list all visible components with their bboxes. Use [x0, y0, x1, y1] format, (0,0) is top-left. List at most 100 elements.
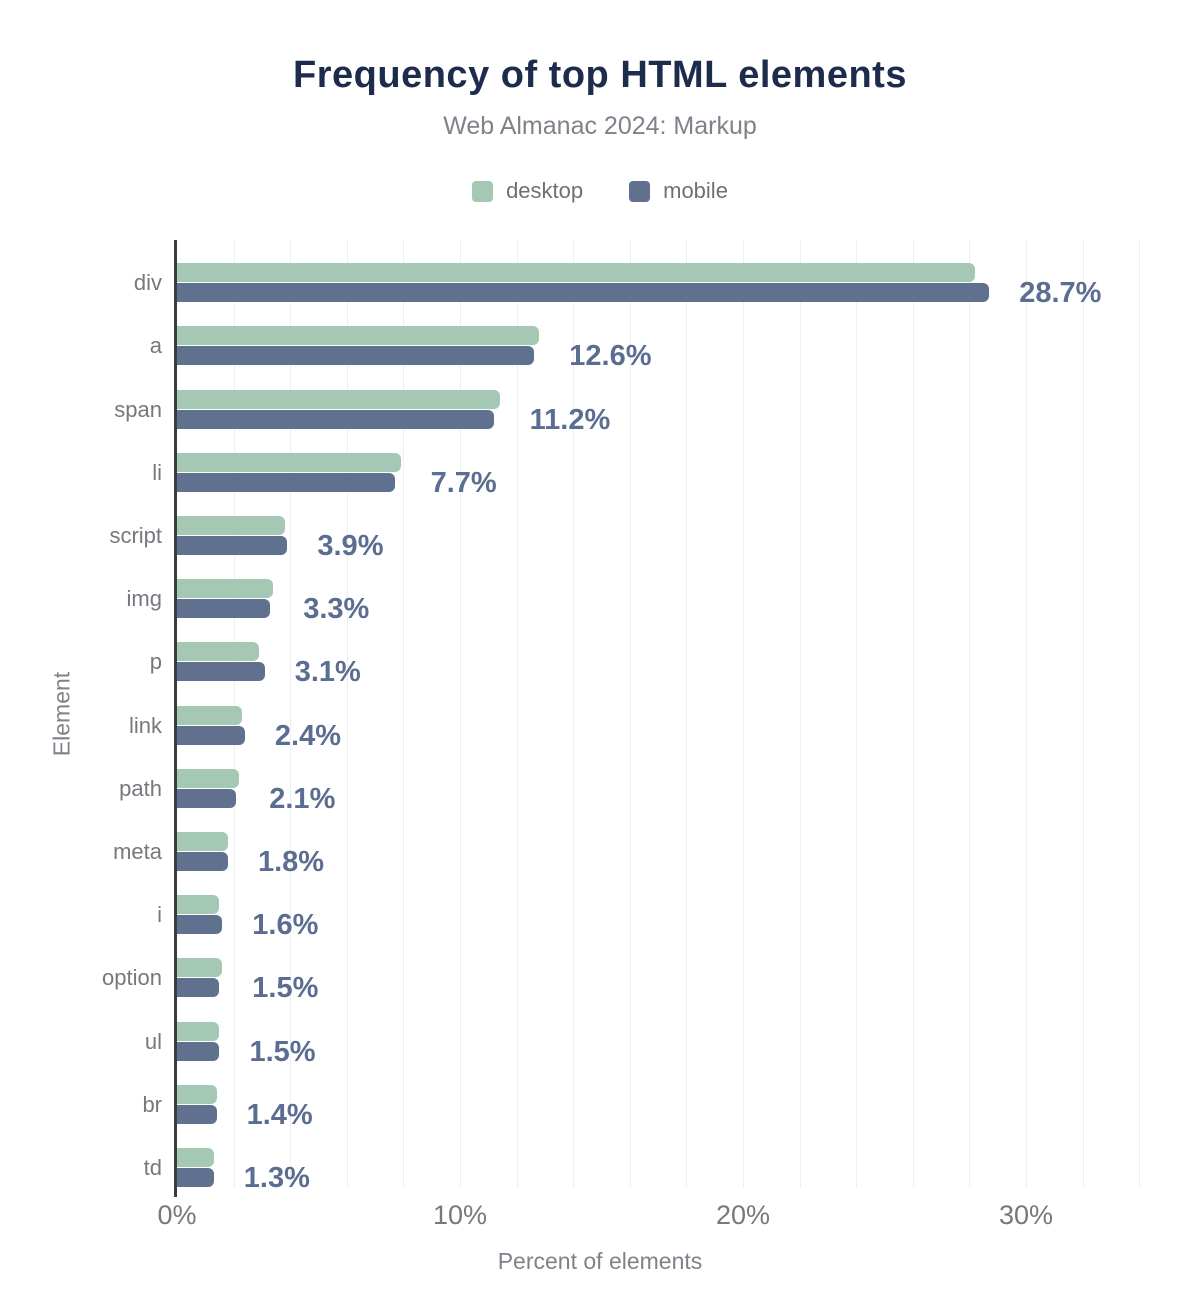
category-label: a: [149, 333, 162, 359]
legend-label-desktop: desktop: [506, 178, 584, 203]
bar-desktop-p[interactable]: [177, 642, 260, 662]
bar-row: option 1.5%: [102, 935, 1180, 1003]
category-label: br: [142, 1091, 162, 1117]
x-axis-title: Percent of elements: [497, 1248, 703, 1274]
bar-mobile-p[interactable]: [177, 662, 265, 682]
bar-mobile-path[interactable]: [177, 788, 237, 808]
bar-desktop-path[interactable]: [177, 768, 240, 788]
category-label: meta: [113, 839, 162, 865]
bar-mobile-link[interactable]: [177, 725, 245, 745]
bar-mobile-a[interactable]: [177, 346, 534, 366]
bar-mobile-ul[interactable]: [177, 1041, 220, 1061]
gridline: [969, 240, 971, 1188]
plot-area: div 28.7% a 12.6% span 11.2% li 7.7% script 3.9% i…: [102, 240, 1180, 1197]
legend: desktop mobile: [0, 178, 1200, 204]
value-label: 3.9%: [317, 530, 384, 563]
bar-desktop-div[interactable]: [177, 263, 976, 283]
value-label: 3.1%: [294, 656, 361, 689]
value-label: 1.8%: [257, 846, 325, 879]
category-label: option: [102, 965, 162, 991]
gridline: [686, 240, 688, 1188]
y-axis-line: [174, 240, 177, 1197]
bar-mobile-i[interactable]: [177, 915, 223, 935]
bar-row: br 1.4%: [142, 1062, 1180, 1129]
category-label: i: [157, 902, 162, 928]
chart-title: Frequency of top HTML elements: [293, 54, 907, 96]
bar-desktop-br[interactable]: [177, 1084, 217, 1104]
legend-item-desktop[interactable]: desktop: [472, 178, 583, 204]
gridline: [1139, 240, 1141, 1188]
legend-label-mobile: mobile: [663, 178, 728, 203]
bar-row: path 2.1%: [119, 746, 1180, 813]
value-label: 12.6%: [569, 340, 652, 373]
legend-swatch-desktop: [472, 180, 494, 202]
bar-desktop-script[interactable]: [177, 516, 285, 536]
bar-rows: div 28.7% a 12.6% span 11.2% li 7.7% script 3.9% i…: [102, 240, 1180, 1193]
category-label: td: [143, 1155, 162, 1181]
bar-row: span 11.2%: [114, 366, 1180, 434]
gridline: [290, 240, 292, 1188]
bar-row: script 3.9%: [109, 493, 1180, 561]
value-label: 3.3%: [303, 593, 370, 626]
bar-mobile-meta[interactable]: [177, 852, 228, 872]
x-tick-label: 0%: [157, 1200, 197, 1230]
gridline: [460, 240, 461, 1188]
bar-desktop-meta[interactable]: [177, 832, 228, 852]
bar-mobile-td[interactable]: [177, 1168, 214, 1188]
bar-desktop-a[interactable]: [177, 326, 540, 346]
category-label: li: [152, 459, 162, 485]
gridline: [912, 240, 914, 1188]
bar-desktop-span[interactable]: [177, 389, 500, 409]
gridline: [856, 240, 858, 1188]
bar-mobile-br[interactable]: [177, 1104, 217, 1124]
y-axis-title: Element: [48, 671, 75, 757]
value-label: 11.2%: [529, 403, 611, 436]
bar-desktop-img[interactable]: [177, 579, 274, 599]
gridline: [1082, 240, 1084, 1188]
category-label: script: [109, 523, 162, 549]
bar-row: p 3.1%: [150, 619, 1180, 687]
bar-row: i 1.6%: [157, 872, 1180, 940]
x-tick-label: 20%: [715, 1200, 771, 1230]
bar-mobile-span[interactable]: [177, 409, 494, 429]
category-label: ul: [144, 1028, 162, 1054]
category-label: span: [114, 396, 162, 422]
category-label: link: [128, 712, 162, 738]
bar-row: li 7.7%: [152, 430, 1180, 497]
x-tick-label: 30%: [999, 1200, 1054, 1230]
bar-desktop-i[interactable]: [177, 895, 220, 915]
bar-desktop-option[interactable]: [177, 958, 223, 978]
x-tick-label: 10%: [432, 1200, 488, 1230]
bar-desktop-link[interactable]: [177, 705, 243, 725]
gridline: [516, 240, 518, 1188]
category-label: path: [119, 775, 162, 801]
category-label: div: [133, 270, 162, 296]
legend-swatch-mobile: [629, 180, 651, 202]
gridline: [1026, 240, 1028, 1188]
x-axis-ticks: 0% 10% 20% 30%: [157, 1200, 1180, 1234]
bar-mobile-li[interactable]: [177, 472, 395, 492]
bar-mobile-option[interactable]: [177, 978, 220, 998]
value-label: 1.3%: [243, 1162, 310, 1195]
value-label: 1.5%: [252, 972, 319, 1005]
legend-item-mobile[interactable]: mobile: [629, 178, 728, 204]
bar-mobile-script[interactable]: [177, 536, 288, 556]
category-label: p: [149, 649, 162, 675]
value-label: 28.7%: [1019, 277, 1102, 310]
bar-mobile-img[interactable]: [177, 599, 271, 619]
gridline: [573, 240, 575, 1188]
bar-desktop-li[interactable]: [177, 452, 401, 472]
bar-row: img 3.3%: [127, 556, 1180, 624]
value-label: 7.7%: [430, 466, 497, 499]
gridline: [743, 240, 745, 1188]
bar-row: ul 1.5%: [145, 998, 1180, 1066]
bar-row: td 1.3%: [144, 1125, 1180, 1193]
value-label: 2.4%: [274, 719, 342, 752]
gridline: [403, 240, 405, 1188]
bar-desktop-ul[interactable]: [177, 1021, 220, 1041]
bar-row: div 28.7%: [134, 240, 1180, 308]
bar-mobile-div[interactable]: [177, 283, 990, 303]
bar-desktop-td[interactable]: [177, 1148, 214, 1168]
value-label: 1.4%: [246, 1098, 313, 1131]
